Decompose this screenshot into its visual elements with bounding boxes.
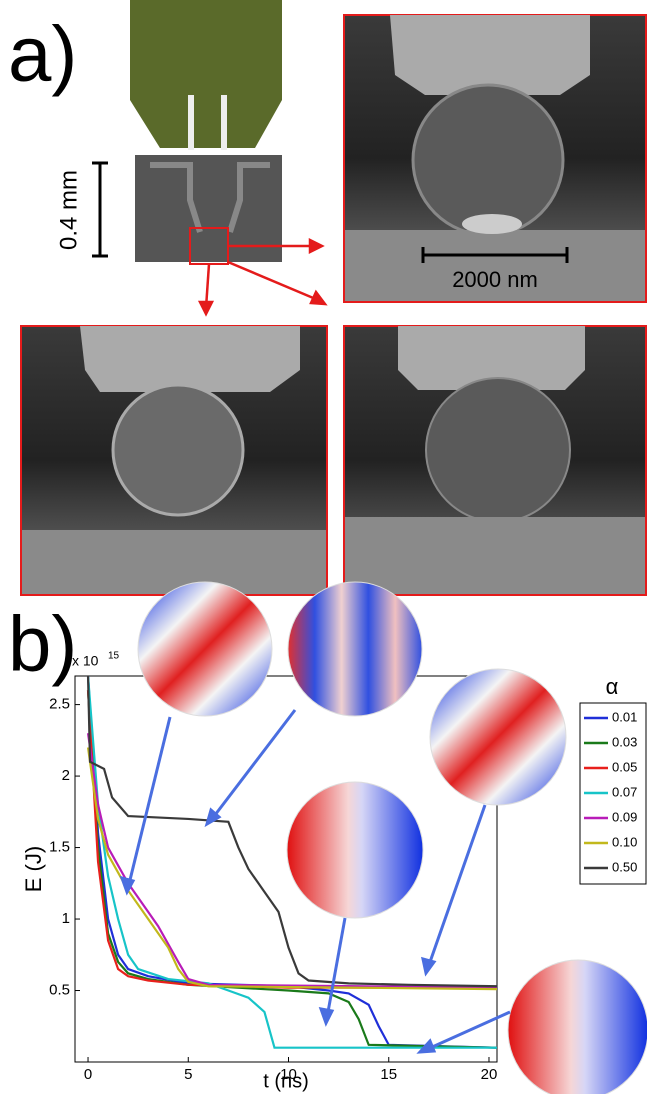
legend-label: 0.05 — [612, 759, 637, 774]
legend-label: 0.03 — [612, 734, 637, 749]
probe-finger — [188, 95, 194, 150]
figure: a) 0.4 mm 2000 nm b) 051015200.511.522.5… — [0, 0, 647, 1094]
legend-label: 0.50 — [612, 859, 637, 874]
y-tick-label: 2 — [62, 767, 70, 784]
y-tick-label: 1 — [62, 910, 70, 927]
legend-label: 0.01 — [612, 709, 637, 724]
probe-finger — [221, 95, 227, 150]
panel-label: a) — [8, 10, 77, 98]
legend-label: 0.09 — [612, 809, 637, 824]
y-tick-label: 1.5 — [49, 839, 70, 856]
scale-label: 0.4 mm — [55, 170, 82, 250]
probe-tip — [130, 0, 282, 148]
x-tick-label: 5 — [184, 1066, 192, 1083]
scale-label: 2000 nm — [452, 267, 538, 292]
y-multiplier: x 10 — [72, 653, 99, 669]
legend-label: 0.10 — [612, 834, 637, 849]
legend-title: α — [606, 674, 619, 699]
x-tick-label: 15 — [380, 1066, 397, 1083]
x-tick-label: 20 — [481, 1066, 498, 1083]
sem-image — [344, 326, 646, 595]
y-multiplier-exponent: 15 — [108, 651, 120, 662]
y-tick-label: 2.5 — [49, 696, 70, 713]
sem-image — [21, 326, 327, 595]
y-tick-label: 0.5 — [49, 981, 70, 998]
x-tick-label: 0 — [84, 1066, 92, 1083]
panel-label: b) — [8, 600, 77, 688]
legend-label: 0.07 — [612, 784, 637, 799]
y-axis-label: E (J) — [21, 846, 46, 892]
sem-image — [344, 15, 646, 302]
x-axis-label: t (ns) — [263, 1070, 309, 1092]
